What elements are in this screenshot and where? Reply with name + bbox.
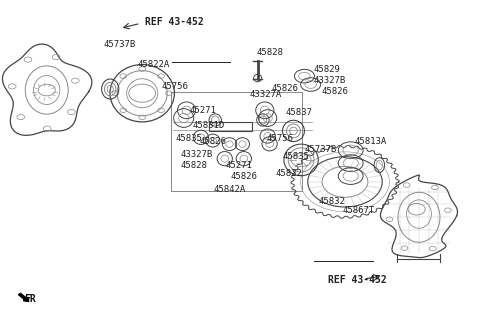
Text: 45832: 45832 — [319, 197, 346, 206]
Text: 45867T: 45867T — [343, 206, 375, 215]
Text: 45813A: 45813A — [355, 137, 387, 146]
Text: 45828: 45828 — [257, 48, 284, 58]
Text: 45737B: 45737B — [304, 145, 336, 154]
Bar — [209, 122, 252, 131]
Text: 43327A: 43327A — [250, 90, 282, 99]
Text: 45835: 45835 — [176, 134, 203, 143]
Text: 45756: 45756 — [161, 82, 188, 91]
Text: 45826: 45826 — [230, 173, 257, 181]
Text: 45822: 45822 — [276, 169, 303, 178]
Text: 45842A: 45842A — [214, 185, 246, 194]
Text: 45837: 45837 — [285, 108, 312, 117]
Text: REF 43-452: REF 43-452 — [144, 17, 204, 27]
Text: 45828: 45828 — [180, 161, 207, 170]
Bar — [171, 92, 302, 191]
Text: 45835: 45835 — [283, 151, 310, 161]
Text: 45822A: 45822A — [137, 60, 169, 69]
Text: 45271: 45271 — [190, 107, 217, 115]
Text: 45737B: 45737B — [104, 40, 136, 49]
Text: 45271: 45271 — [226, 161, 252, 170]
Text: 45826: 45826 — [321, 87, 348, 96]
Text: 45756: 45756 — [266, 134, 293, 143]
Text: 45826: 45826 — [271, 84, 298, 93]
Text: 45826: 45826 — [199, 137, 226, 146]
Text: 43327B: 43327B — [314, 76, 346, 85]
Text: 45829: 45829 — [314, 65, 341, 73]
Text: FR: FR — [24, 294, 36, 304]
FancyArrow shape — [18, 293, 29, 302]
Text: 45831D: 45831D — [192, 121, 225, 130]
Text: 43327B: 43327B — [180, 150, 213, 159]
Text: REF 43-452: REF 43-452 — [328, 275, 387, 285]
